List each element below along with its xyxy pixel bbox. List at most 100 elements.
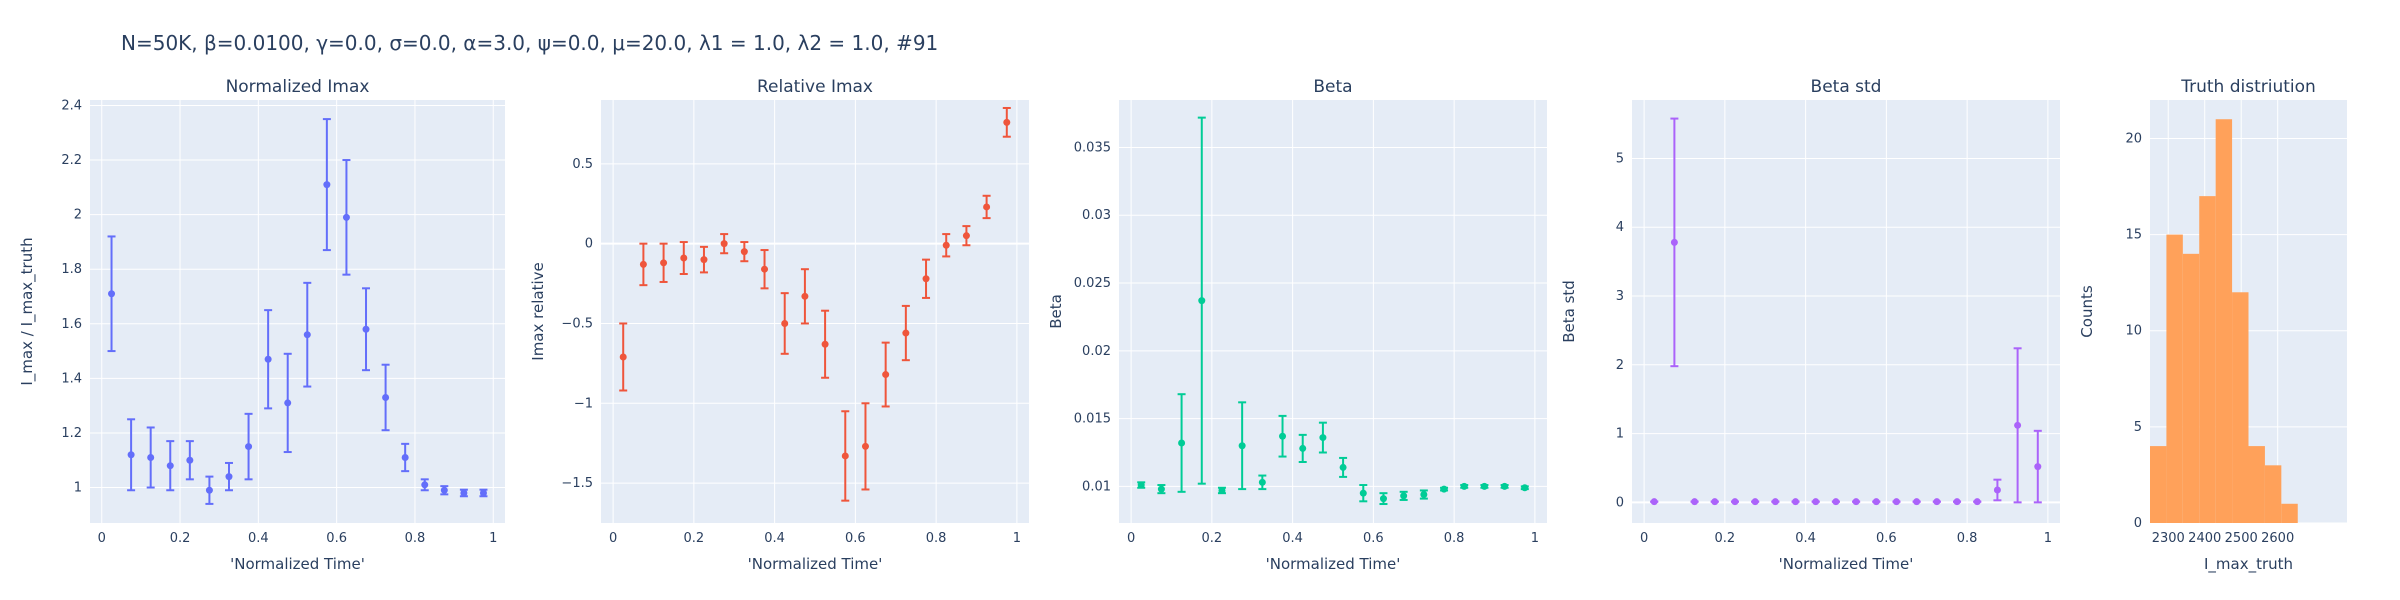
data-point xyxy=(639,260,647,268)
y-tick-label: 1.2 xyxy=(61,426,82,441)
x-tick-label: 2600 xyxy=(2261,531,2294,546)
data-point xyxy=(1178,439,1186,447)
y-tick-label: 0 xyxy=(1616,495,1624,510)
data-point xyxy=(147,454,155,462)
y-tick-label: 0 xyxy=(585,237,593,252)
data-point xyxy=(1157,485,1165,493)
y-tick-label: 1.6 xyxy=(61,317,82,332)
x-tick-label: 0.2 xyxy=(1202,531,1223,546)
data-point xyxy=(740,248,748,256)
data-point xyxy=(264,355,272,363)
x-tick-label: 0.6 xyxy=(1876,531,1897,546)
y-tick-label: 15 xyxy=(2125,228,2142,243)
x-tick-label: 0.2 xyxy=(170,531,191,546)
x-tick-label: 0.8 xyxy=(1957,531,1978,546)
plot-background xyxy=(1119,100,1547,523)
data-point xyxy=(1731,498,1739,506)
data-point xyxy=(1460,482,1468,490)
x-axis-label: 'Normalized Time' xyxy=(230,555,365,573)
panel-title: Truth distriution xyxy=(2180,77,2316,97)
y-tick-label: 0.01 xyxy=(1082,479,1111,494)
data-point xyxy=(1218,486,1226,494)
data-point xyxy=(922,275,930,283)
data-point xyxy=(245,443,253,451)
y-tick-label: −0.5 xyxy=(561,316,593,331)
data-point xyxy=(284,399,292,407)
panel-title: Beta xyxy=(1313,77,1352,97)
y-tick-label: 1.8 xyxy=(61,262,82,277)
data-point xyxy=(1238,442,1246,450)
data-point xyxy=(882,371,890,379)
y-tick-label: 20 xyxy=(2125,131,2142,146)
histogram-bar xyxy=(2150,446,2167,523)
data-point xyxy=(1711,498,1719,506)
data-point xyxy=(460,489,468,497)
data-point xyxy=(1258,478,1266,486)
plot-background xyxy=(1632,100,2060,523)
data-point xyxy=(761,265,769,273)
x-tick-label: 0 xyxy=(1127,531,1135,546)
data-point xyxy=(186,456,194,464)
data-point xyxy=(1872,498,1880,506)
data-point xyxy=(1751,498,1759,506)
y-axis-label: I_max / I_max_truth xyxy=(18,237,37,385)
panel-title: Relative Imax xyxy=(757,77,873,97)
y-tick-label: 2.4 xyxy=(61,98,82,113)
data-point xyxy=(2014,421,2022,429)
data-point xyxy=(1933,498,1941,506)
data-point xyxy=(1670,238,1678,246)
data-point xyxy=(861,442,869,450)
panel-1: 0 0.2 0.4 0.6 0.8 1 1 1.2 1.4 1.6 1.8 2 2.2 2.4 Normal… xyxy=(18,77,505,573)
data-point xyxy=(700,256,708,264)
x-tick-label: 0.4 xyxy=(248,531,269,546)
x-axis-label: 'Normalized Time' xyxy=(1779,555,1914,573)
data-point xyxy=(1339,463,1347,471)
data-point xyxy=(902,329,910,337)
data-point xyxy=(1973,498,1981,506)
data-point xyxy=(821,340,829,348)
data-point xyxy=(479,489,487,497)
panel-3: 0 0.2 0.4 0.6 0.8 1 0.01 0.015 0.02 0.025 0.03 0.03… xyxy=(1047,77,1547,573)
histogram-bar xyxy=(2232,292,2249,523)
data-point xyxy=(1319,434,1327,442)
histogram-bar xyxy=(2215,119,2233,524)
data-point xyxy=(1400,492,1408,500)
data-point xyxy=(680,254,688,262)
data-point xyxy=(1501,482,1509,490)
y-tick-label: 10 xyxy=(2125,324,2142,339)
data-point xyxy=(166,462,174,470)
panel-2: 0 0.2 0.4 0.6 0.8 1 −1.5 −1 −0.5 0 0.5 Relative Ima… xyxy=(529,77,1029,573)
panels-container: 0 0.2 0.4 0.6 0.8 1 1 1.2 1.4 1.6 1.8 2 2.2 2.4 Normal… xyxy=(18,77,2347,574)
x-axis-label: 'Normalized Time' xyxy=(1266,555,1401,573)
y-tick-label: 0.025 xyxy=(1074,276,1111,291)
y-tick-label: 0 xyxy=(2134,516,2142,531)
data-point xyxy=(841,452,849,460)
histogram-bar xyxy=(2182,253,2200,523)
y-tick-label: 2 xyxy=(1616,358,1624,373)
data-point xyxy=(1650,498,1658,506)
data-point xyxy=(1993,486,2001,494)
y-axis-label: Beta std xyxy=(1560,280,1578,343)
data-point xyxy=(1198,297,1206,305)
y-tick-label: 2.2 xyxy=(61,153,82,168)
data-point xyxy=(440,486,448,494)
y-tick-label: 1.4 xyxy=(61,371,82,386)
panel-title: Normalized Imax xyxy=(226,77,370,97)
data-point xyxy=(983,203,991,211)
data-point xyxy=(303,331,311,339)
data-point xyxy=(382,393,390,401)
data-point xyxy=(127,451,135,459)
data-point xyxy=(1379,495,1387,503)
data-point xyxy=(942,241,950,249)
x-tick-label: 1 xyxy=(1013,531,1021,546)
x-tick-label: 0 xyxy=(609,531,617,546)
y-tick-label: 3 xyxy=(1616,289,1624,304)
figure-suptitle: N=50K, β=0.0100, γ=0.0, σ=0.0, α=3.0, ψ=… xyxy=(121,31,938,55)
y-tick-label: 1 xyxy=(74,481,82,496)
y-tick-label: 5 xyxy=(1616,151,1624,166)
x-tick-label: 0.6 xyxy=(1363,531,1384,546)
data-point xyxy=(660,259,668,267)
data-point xyxy=(1299,444,1307,452)
plot-background xyxy=(90,100,505,523)
